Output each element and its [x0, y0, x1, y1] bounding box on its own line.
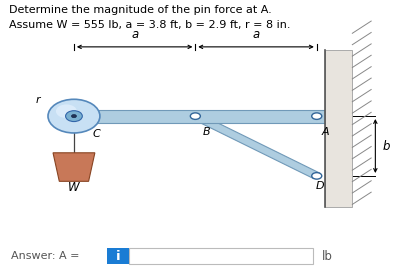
Text: Assume W = 555 lb, a = 3.8 ft, b = 2.9 ft, r = 8 in.: Assume W = 555 lb, a = 3.8 ft, b = 2.9 f… — [9, 20, 291, 30]
Text: a: a — [252, 28, 260, 41]
Text: Answer: A =: Answer: A = — [11, 251, 83, 261]
Circle shape — [56, 105, 77, 118]
Polygon shape — [192, 113, 320, 179]
Text: Determine the magnitude of the pin force at A.: Determine the magnitude of the pin force… — [9, 5, 272, 15]
Bar — [325, 50, 352, 207]
Text: a: a — [131, 28, 138, 41]
Circle shape — [71, 114, 76, 118]
Text: r: r — [36, 94, 41, 105]
Text: lb: lb — [322, 250, 333, 263]
Text: W: W — [68, 181, 80, 194]
Circle shape — [312, 113, 322, 119]
Text: A: A — [322, 127, 329, 136]
Text: b: b — [383, 140, 390, 153]
Circle shape — [66, 111, 82, 121]
Circle shape — [312, 173, 322, 179]
Text: C: C — [93, 129, 100, 138]
Circle shape — [48, 99, 100, 133]
Bar — [74, 110, 325, 123]
Circle shape — [190, 113, 200, 119]
Text: D: D — [316, 182, 325, 191]
Text: i: i — [116, 250, 121, 263]
Text: B: B — [203, 127, 210, 136]
Bar — [129, 248, 313, 265]
Polygon shape — [53, 153, 95, 181]
Bar — [108, 248, 129, 265]
